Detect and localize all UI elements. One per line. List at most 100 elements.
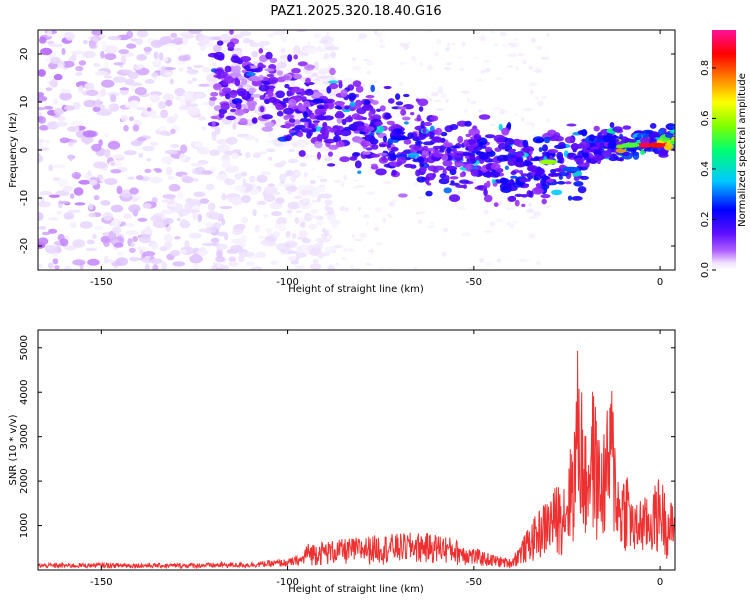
spectrogram-cell bbox=[163, 209, 171, 214]
spectrogram-cell bbox=[507, 42, 515, 46]
spectrogram-cell bbox=[264, 68, 275, 72]
spectrogram-cell bbox=[394, 131, 406, 135]
spectrogram-cell bbox=[224, 65, 232, 73]
spectrogram-cell bbox=[376, 242, 382, 246]
spectrogram-cell bbox=[118, 49, 130, 55]
spectrogram-cell bbox=[193, 191, 205, 197]
spectrogram-cell bbox=[258, 48, 264, 54]
spectrogram-cell bbox=[286, 185, 298, 193]
spectrogram-cell bbox=[315, 115, 327, 121]
spectrogram-cell bbox=[373, 79, 378, 84]
spectrogram-cell bbox=[295, 252, 307, 258]
spectrogram-cell bbox=[564, 181, 572, 185]
spectrogram-cell bbox=[59, 92, 72, 101]
spectrogram-cell bbox=[150, 243, 159, 250]
spectrogram-cell bbox=[346, 248, 350, 252]
spectrogram-cell bbox=[94, 70, 109, 76]
spectrogram-cell bbox=[276, 110, 284, 117]
spectrogram-cell bbox=[251, 80, 262, 87]
spectrogram-cell bbox=[63, 212, 75, 220]
spectrogram-cell bbox=[267, 33, 275, 38]
spectrogram-cell bbox=[314, 32, 320, 38]
spectrogram-cell bbox=[338, 81, 343, 89]
spectrogram-cell bbox=[199, 45, 207, 51]
spectrogram-cell bbox=[179, 105, 189, 111]
spectrogram-cell bbox=[293, 73, 302, 80]
spectrogram-cell bbox=[63, 245, 77, 251]
spectrogram-cell bbox=[225, 115, 236, 121]
spectrogram-cell bbox=[144, 51, 151, 55]
spectrogram-peak bbox=[647, 142, 666, 148]
spectrogram-cell bbox=[309, 179, 316, 185]
spectrogram-cell bbox=[403, 121, 409, 125]
spectrogram-cell bbox=[365, 95, 375, 99]
spectrogram-cell bbox=[335, 88, 341, 92]
spectrogram-peak bbox=[390, 135, 409, 141]
spectrogram-cell bbox=[356, 107, 367, 115]
spectrogram-cell bbox=[506, 207, 510, 211]
spectrogram-peak bbox=[561, 166, 580, 172]
spectrogram-cell bbox=[301, 238, 311, 244]
colorbar: 0.0 0.2 0.4 0.6 0.8 Normalized spectral ampl… bbox=[700, 30, 748, 278]
spectrogram-cell bbox=[484, 134, 496, 139]
spectrogram-cell bbox=[502, 44, 507, 47]
spectrogram-cell bbox=[553, 132, 561, 140]
figure-title: PAZ1.2025.320.18.40.G16 bbox=[270, 4, 441, 19]
spectrogram-cell bbox=[362, 151, 371, 155]
spectrogram-cell bbox=[495, 77, 503, 81]
spectrogram-cell bbox=[167, 203, 178, 208]
spectrogram-cell bbox=[100, 50, 105, 59]
spectrogram-cell bbox=[299, 230, 308, 238]
spectrogram-cell bbox=[110, 204, 124, 213]
spectrogram-cell bbox=[577, 186, 587, 194]
spectrogram-cell bbox=[120, 189, 133, 198]
spectrogram-cell bbox=[268, 156, 273, 161]
spectrogram-cell bbox=[382, 181, 392, 185]
spectrogram-cell bbox=[379, 44, 386, 49]
spectrogram-cell bbox=[658, 128, 665, 136]
spectrogram-cell bbox=[430, 92, 439, 97]
spectrogram-cell bbox=[430, 115, 439, 122]
spectrogram-cell bbox=[269, 57, 278, 64]
spectrogram-cell bbox=[611, 153, 617, 157]
spectrogram-cell bbox=[123, 125, 129, 132]
spectrogram-cell bbox=[111, 154, 126, 159]
spectrogram-cell bbox=[445, 175, 450, 182]
spectrogram-cell bbox=[374, 121, 384, 126]
spectrogram-cell bbox=[254, 137, 260, 144]
spectrogram-cell bbox=[318, 134, 327, 138]
spectrogram-cell bbox=[304, 121, 309, 128]
spectrogram-cell bbox=[100, 235, 111, 244]
spectrogram-cell bbox=[41, 231, 51, 236]
spectrogram-cell bbox=[234, 185, 247, 192]
x-tick-label: -100 bbox=[276, 277, 299, 288]
spectrogram-cell bbox=[69, 221, 77, 229]
spectrogram-cell bbox=[120, 114, 128, 122]
spectrogram-cell bbox=[574, 157, 585, 163]
spectrogram-cell bbox=[307, 41, 311, 45]
spectrogram-cell bbox=[270, 260, 278, 265]
spectrogram-cell bbox=[297, 203, 304, 207]
spectrogram-cell bbox=[258, 235, 265, 240]
spectrogram-cell bbox=[543, 136, 551, 144]
spectrogram-cell bbox=[476, 185, 484, 190]
spectrogram-cell bbox=[370, 154, 380, 158]
spectrogram-cell bbox=[596, 137, 602, 142]
spectrogram-cell bbox=[57, 116, 67, 121]
spectrogram-cell bbox=[287, 255, 297, 262]
spectrogram-cell bbox=[403, 93, 410, 98]
y-tick-label: 10 bbox=[19, 96, 30, 109]
spectrogram-cell bbox=[185, 198, 193, 204]
spectrogram-cell bbox=[521, 59, 528, 65]
spectrogram-cell bbox=[545, 118, 551, 123]
spectrogram-cell bbox=[439, 173, 447, 179]
spectrogram-cell bbox=[528, 65, 534, 70]
spectrogram-cell bbox=[437, 86, 444, 92]
spectrogram-cell bbox=[343, 126, 352, 131]
spectrogram-cell bbox=[53, 108, 64, 116]
spectrogram-cell bbox=[243, 65, 251, 70]
spectrogram-cell bbox=[264, 98, 270, 105]
spectrogram-cell bbox=[239, 118, 248, 125]
spectrogram-cell bbox=[150, 176, 163, 184]
